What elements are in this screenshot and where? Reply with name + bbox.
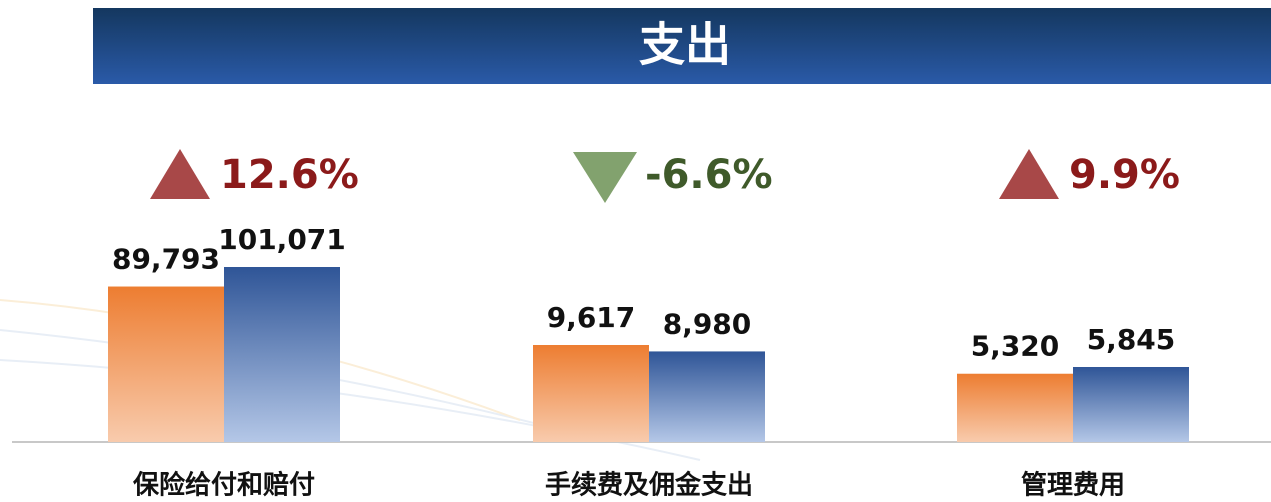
category-label: 保险给付和赔付 [132,470,315,501]
up-arrow [150,149,210,199]
bar [957,373,1073,442]
data-label: 101,071 [218,223,346,256]
data-label: 89,793 [112,243,220,276]
category-label: 手续费及佣金支出 [545,470,753,501]
bar [224,267,340,442]
category-label: 管理费用 [1021,471,1125,501]
change-label: -6.6% [645,152,773,198]
data-label: 8,980 [663,307,752,340]
data-label: 5,320 [971,330,1060,363]
bar [649,351,765,442]
bar [533,345,649,442]
bar [1073,367,1189,442]
change-label: 12.6% [220,152,359,198]
down-arrow [573,152,637,203]
bar [108,286,224,442]
change-label: 9.9% [1069,152,1180,198]
up-arrow [999,149,1059,199]
header-bar [93,8,1271,84]
data-label: 9,617 [547,301,636,334]
chart-title: 支出 [639,18,731,72]
data-label: 5,845 [1087,323,1176,356]
